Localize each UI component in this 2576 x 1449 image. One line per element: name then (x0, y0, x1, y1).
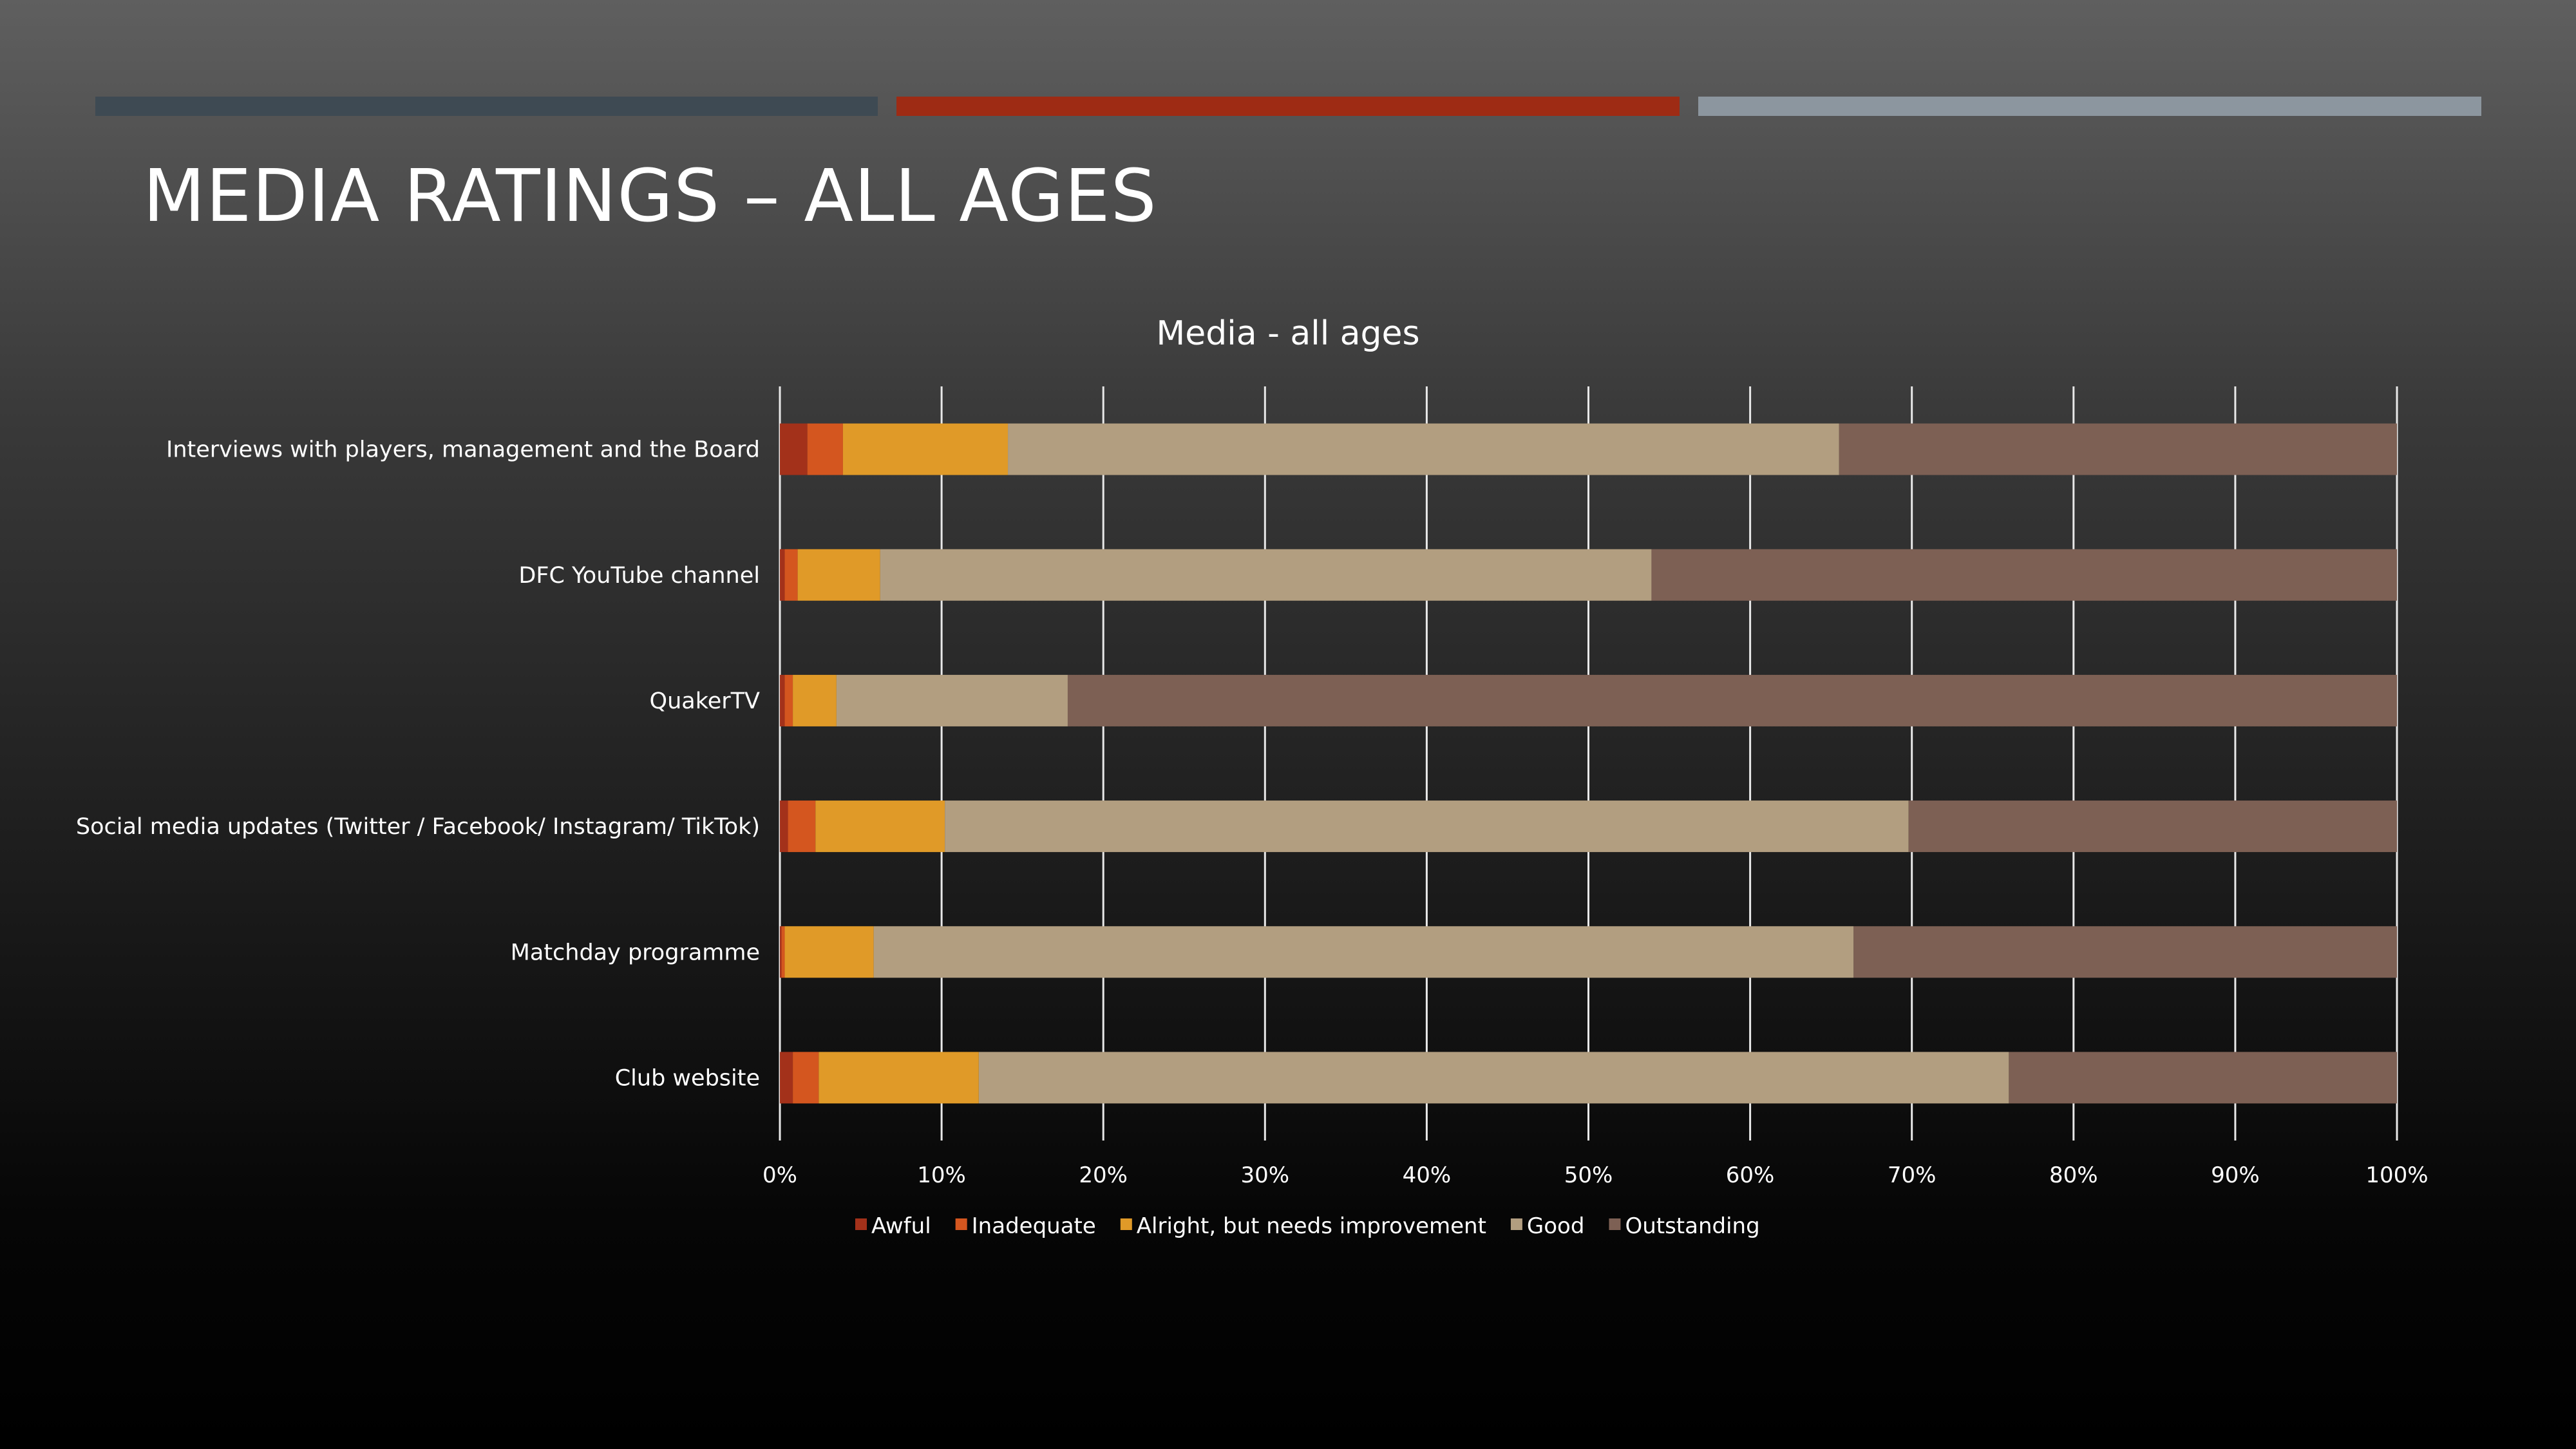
bar-segment (880, 549, 1652, 601)
category-label: DFC YouTube channel (518, 563, 760, 589)
x-tick-label: 0% (762, 1162, 797, 1188)
bar-segment (780, 674, 785, 726)
bar-segment (793, 674, 837, 726)
accent-bar-rust (896, 97, 1680, 116)
x-tick-label: 70% (1888, 1162, 1937, 1188)
legend-swatch (1609, 1218, 1621, 1230)
bar-segment (1008, 423, 1839, 475)
bar-segment (1067, 674, 2397, 726)
bar-segment (780, 549, 785, 601)
legend: Awful Inadequate Alright, but needs improv… (855, 1213, 1760, 1239)
x-tick-label: 60% (1726, 1162, 1775, 1188)
bar-segment (815, 800, 945, 853)
bar-segment (1908, 800, 2397, 853)
x-tick-label: 100% (2365, 1162, 2428, 1188)
bar-segment (784, 926, 874, 978)
bar-segment (873, 926, 1854, 978)
legend-swatch (855, 1218, 867, 1230)
category-label: Interviews with players, management and … (166, 437, 760, 463)
bar-segment (780, 423, 808, 475)
bar-segment (784, 549, 798, 601)
bar-segment (1651, 549, 2397, 601)
bar-segment (784, 674, 793, 726)
category-labels: Interviews with players, management and … (76, 437, 760, 1092)
x-tick-label: 80% (2049, 1162, 2098, 1188)
slide-title: MEDIA RATINGS – ALL AGES (143, 155, 1157, 238)
x-tick-label: 30% (1241, 1162, 1290, 1188)
category-label: Matchday programme (511, 940, 760, 965)
category-label: Social media updates (Twitter / Facebook… (76, 814, 760, 840)
bar-segment (781, 926, 785, 978)
bar-segment (1853, 926, 2397, 978)
chart-title: Media - all ages (1156, 314, 1419, 353)
legend-label: Outstanding (1625, 1213, 1759, 1239)
bar-segment (793, 1052, 819, 1104)
bar-segment (2009, 1052, 2397, 1104)
bar-segment (780, 1052, 793, 1104)
bar-segment (780, 800, 788, 853)
category-label: QuakerTV (650, 688, 761, 714)
accent-bar-gray (1698, 97, 2481, 116)
gridlines (779, 386, 2398, 1141)
x-tick-label: 50% (1564, 1162, 1613, 1188)
x-tick-label: 20% (1079, 1162, 1128, 1188)
legend-label: Awful (871, 1213, 931, 1239)
bar-segment (1839, 423, 2397, 475)
legend-label: Inadequate (972, 1213, 1096, 1239)
legend-label: Good (1527, 1213, 1585, 1239)
bar-segment (807, 423, 843, 475)
bar-segment (797, 549, 880, 601)
legend-swatch (1510, 1218, 1522, 1230)
x-tick-label: 90% (2211, 1162, 2260, 1188)
legend-swatch (955, 1218, 967, 1230)
bar-segment (819, 1052, 979, 1104)
x-axis-tick-labels: 0% 10% 20% 30% 40% 50% 60% 70% 80% 90% 100% (762, 1162, 2429, 1188)
bar-segment (836, 674, 1068, 726)
bar-segment (945, 800, 1909, 853)
bar-segment (788, 800, 816, 853)
legend-swatch (1120, 1218, 1132, 1230)
x-tick-label: 10% (917, 1162, 966, 1188)
category-label: Club website (615, 1065, 760, 1091)
bar-segment (978, 1052, 2009, 1104)
bars (780, 423, 2397, 1104)
bar-segment (842, 423, 1009, 475)
x-tick-label: 40% (1403, 1162, 1452, 1188)
accent-bar-slate (95, 97, 878, 116)
legend-label: Alright, but needs improvement (1137, 1213, 1486, 1239)
bar-segment (780, 926, 782, 978)
